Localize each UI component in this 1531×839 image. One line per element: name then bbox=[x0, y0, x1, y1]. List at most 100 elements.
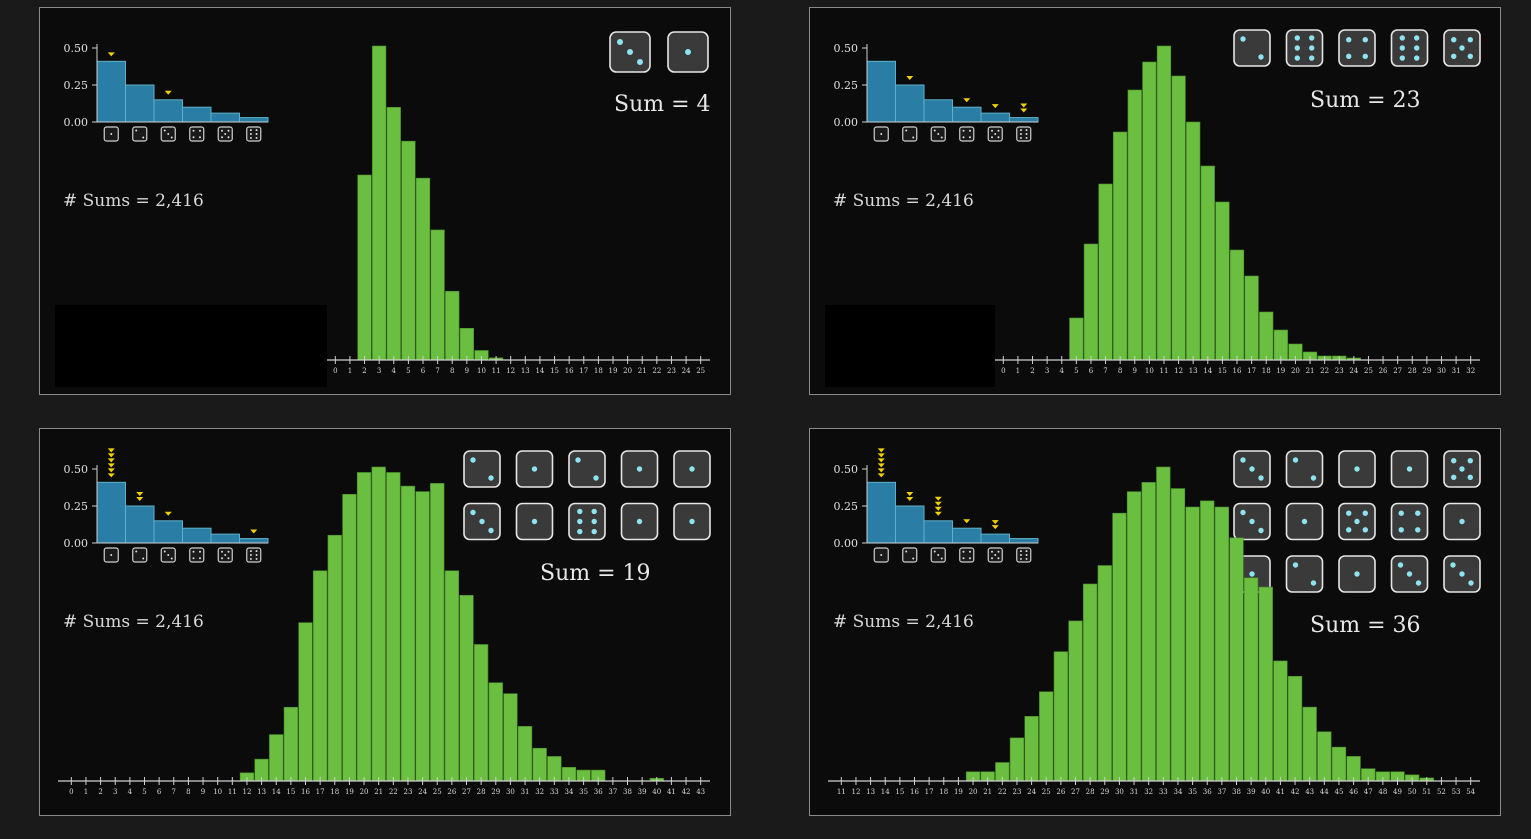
die-prob-bar bbox=[96, 481, 126, 544]
sum-x-tick-label: 11 bbox=[492, 367, 501, 375]
die-face-5 bbox=[1338, 502, 1376, 541]
die-outline bbox=[1285, 555, 1324, 593]
die-pip bbox=[880, 133, 883, 135]
sum-x-tick-label: 18 bbox=[939, 788, 948, 796]
panel-two-dice: 0.00 0.25 0.50 0 1 2 3 4 5 6 7 8 9 10 11 12 13 14 15 16 17 18… bbox=[39, 7, 731, 395]
die-face-1 bbox=[1443, 502, 1481, 541]
sum-x-tick-label: 5 bbox=[142, 788, 146, 796]
die-prob-bar bbox=[125, 505, 155, 544]
die-pip bbox=[142, 136, 145, 139]
sum-x-tick-label: 39 bbox=[1247, 788, 1256, 796]
sample-marker bbox=[107, 468, 115, 473]
sum-x-tick-label: 3 bbox=[113, 788, 117, 796]
sum-x-tick-label: 0 bbox=[69, 788, 73, 796]
die-pip bbox=[227, 129, 230, 132]
die-pip bbox=[577, 518, 583, 525]
die-pip bbox=[198, 557, 201, 560]
sum-x-tick-label: 28 bbox=[1408, 367, 1417, 375]
die-pip bbox=[1459, 466, 1465, 472]
die-pip bbox=[1415, 510, 1421, 516]
sum-bar bbox=[1259, 311, 1274, 361]
die-pip bbox=[1451, 474, 1457, 480]
sum-label: Sum = 23 bbox=[1310, 88, 1421, 113]
sum-x-tick-label: 21 bbox=[374, 788, 383, 796]
sample-marker bbox=[963, 519, 971, 524]
die-pip bbox=[1362, 53, 1368, 59]
sum-x-tick-label: 20 bbox=[360, 788, 369, 796]
die-pip bbox=[962, 136, 965, 139]
sum-x-tick-label: 6 bbox=[157, 788, 162, 796]
sum-x-tick-label: 41 bbox=[1276, 788, 1285, 796]
die-pip bbox=[591, 518, 597, 525]
die-pip bbox=[912, 136, 915, 139]
sum-x-tick-label: 47 bbox=[1364, 788, 1373, 796]
sum-x-tick-label: 21 bbox=[638, 367, 647, 375]
die-face-1 bbox=[873, 547, 889, 563]
die-face-1 bbox=[1338, 450, 1376, 488]
die-pip bbox=[1467, 458, 1473, 464]
sum-x-tick-label: 7 bbox=[435, 367, 439, 375]
die-face-6 bbox=[568, 502, 606, 541]
sum-bar bbox=[430, 229, 445, 361]
sum-x-tick-label: 13 bbox=[257, 788, 266, 796]
die-face-5 bbox=[987, 126, 1003, 142]
sum-bar bbox=[1024, 716, 1039, 782]
die-pip bbox=[575, 457, 581, 463]
die-outline bbox=[1016, 126, 1032, 142]
sum-x-tick-label: 38 bbox=[1232, 788, 1241, 796]
die-face-5 bbox=[217, 126, 233, 142]
die-pip bbox=[962, 557, 965, 560]
sum-x-tick-label: 24 bbox=[1027, 788, 1036, 796]
sum-bar bbox=[327, 534, 342, 782]
die-face-1 bbox=[1390, 450, 1429, 488]
die-face-6 bbox=[246, 547, 262, 563]
sum-bar bbox=[1142, 61, 1157, 361]
die-pip bbox=[1025, 554, 1028, 556]
sum-x-tick-label: 27 bbox=[462, 788, 471, 796]
die-face-1 bbox=[673, 450, 711, 488]
sample-marker bbox=[877, 458, 885, 463]
die-face-3 bbox=[1390, 555, 1429, 593]
die-y-tick-label: 0.50 bbox=[64, 463, 89, 476]
sum-bar bbox=[430, 483, 445, 782]
die-face-4 bbox=[189, 126, 205, 142]
sum-x-tick-label: 40 bbox=[652, 788, 661, 796]
die-face-3 bbox=[930, 126, 946, 142]
sum-x-tick-label: 14 bbox=[535, 367, 544, 375]
die-pip bbox=[1292, 457, 1299, 463]
sum-x-tick-label: 24 bbox=[1349, 367, 1358, 375]
sum-x-tick-label: 10 bbox=[213, 788, 222, 796]
die-outline bbox=[132, 547, 148, 563]
die-pip bbox=[249, 133, 252, 135]
sum-label: Sum = 19 bbox=[540, 561, 651, 586]
die-pip bbox=[591, 508, 597, 515]
chart-ten-dice: 0.000.250.500 1 2 3 4 5 6 7 8 9 10 11 12 13 14 15 16 17 18… bbox=[58, 448, 711, 796]
sum-x-tick-label: 33 bbox=[1159, 788, 1168, 796]
sample-marker bbox=[250, 529, 258, 534]
sum-bar bbox=[1039, 691, 1054, 782]
die-pip bbox=[135, 550, 138, 553]
sample-marker bbox=[877, 448, 885, 453]
sum-x-tick-label: 1 bbox=[348, 367, 352, 375]
sum-x-tick-label: 32 bbox=[1466, 367, 1475, 375]
sum-x-tick-label: 31 bbox=[1452, 367, 1461, 375]
die-pip bbox=[991, 550, 994, 553]
die-outline bbox=[902, 126, 918, 142]
sum-bar bbox=[1302, 706, 1317, 782]
sum-x-tick-label: 25 bbox=[433, 788, 442, 796]
sum-bar bbox=[1097, 565, 1112, 782]
sum-x-tick-label: 28 bbox=[1086, 788, 1095, 796]
die-pip bbox=[167, 554, 170, 556]
sum-x-tick-label: 50 bbox=[1408, 788, 1417, 796]
sum-x-tick-label: 23 bbox=[1335, 367, 1344, 375]
die-pip bbox=[1362, 527, 1368, 533]
sum-x-tick-label: 18 bbox=[330, 788, 339, 796]
die-pip bbox=[1294, 35, 1300, 41]
sum-label: Sum = 36 bbox=[1310, 613, 1421, 638]
sum-x-tick-label: 23 bbox=[403, 788, 412, 796]
sum-x-tick-label: 4 bbox=[1059, 367, 1064, 375]
die-outline bbox=[463, 450, 501, 488]
die-pip bbox=[198, 129, 201, 132]
sum-x-tick-label: 15 bbox=[550, 367, 559, 375]
sum-x-tick-label: 0 bbox=[1001, 367, 1005, 375]
